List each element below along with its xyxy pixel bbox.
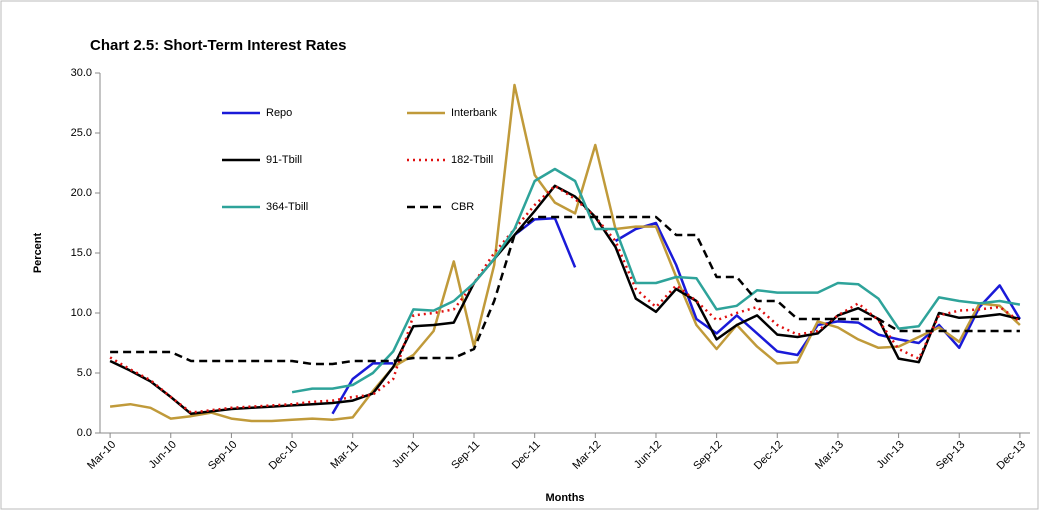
y-tick-label: 10.0 bbox=[71, 307, 92, 319]
legend-label: 91-Tbill bbox=[266, 154, 302, 166]
y-axis-label: Percent bbox=[32, 232, 44, 273]
y-tick-label: 25.0 bbox=[71, 127, 92, 139]
y-tick-label: 20.0 bbox=[71, 187, 92, 199]
legend-label: 364-Tbill bbox=[266, 201, 308, 213]
y-tick-label: 5.0 bbox=[77, 367, 92, 379]
legend-label: Repo bbox=[266, 107, 292, 119]
legend-label: 182-Tbill bbox=[451, 154, 493, 166]
series-line bbox=[110, 215, 1020, 366]
y-tick-label: 0.0 bbox=[77, 427, 92, 439]
y-tick-label: 15.0 bbox=[71, 247, 92, 259]
legend-label: Interbank bbox=[451, 107, 497, 119]
y-tick-label: 30.0 bbox=[71, 67, 92, 79]
chart-title: Chart 2.5: Short-Term Interest Rates bbox=[90, 37, 346, 54]
legend-label: CBR bbox=[451, 201, 474, 213]
series-line bbox=[109, 83, 1021, 423]
series-line bbox=[291, 167, 1021, 394]
x-axis-label: Months bbox=[545, 492, 584, 504]
series-line bbox=[109, 184, 1021, 414]
